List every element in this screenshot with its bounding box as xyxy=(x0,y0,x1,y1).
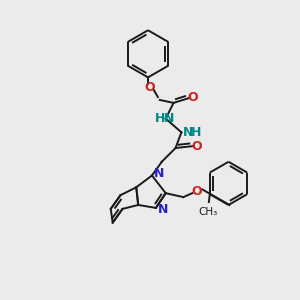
Text: N: N xyxy=(182,126,193,139)
Text: N: N xyxy=(158,203,168,216)
Text: CH₃: CH₃ xyxy=(198,207,218,217)
Text: H: H xyxy=(191,126,202,139)
Text: O: O xyxy=(192,185,203,198)
Text: O: O xyxy=(192,140,203,153)
Text: H: H xyxy=(154,112,165,125)
Text: O: O xyxy=(188,92,199,104)
Text: O: O xyxy=(145,81,155,94)
Text: N: N xyxy=(154,167,164,180)
Text: N: N xyxy=(164,112,174,125)
